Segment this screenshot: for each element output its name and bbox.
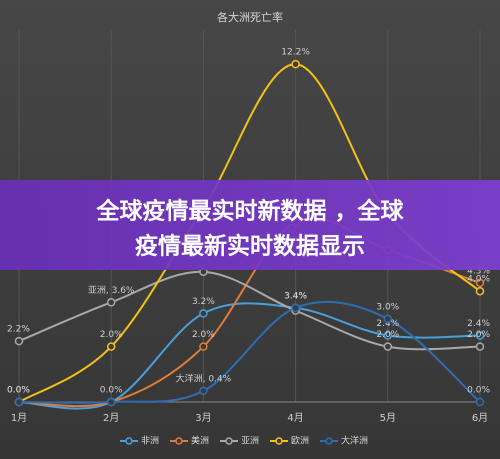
point [14,336,24,346]
point [199,309,208,318]
data-label: 3.4% [284,291,307,301]
point [383,342,393,351]
point [383,331,393,340]
data-label: 4.3% [467,266,490,276]
point [475,331,485,340]
point [106,397,116,407]
data-label: 3.2% [192,297,215,307]
legend-swatch [225,437,233,445]
series-line [18,270,481,351]
banner-line: 全球疫情最实时新数据 ，全球 [95,198,404,225]
data-label: 2.0% [467,330,490,340]
banner-line: 疫情最新实时数据显示 [135,233,365,260]
data-label: 亚洲, 3.6% [88,285,135,296]
x-tick-label: 5月 [380,412,396,424]
legend-swatch [275,437,283,445]
legend-label: 欧洲 [291,435,309,447]
data-label: 0.0% [467,386,490,396]
legend: 非洲 美洲 亚洲 欧洲 大洋洲 [120,435,368,447]
legend-swatch [125,437,133,445]
data-label: 4.0% [467,275,490,285]
data-label: 3.0% [376,302,399,312]
legend-label: 非洲 [141,435,159,447]
data-label: 大洋洲, 0.4% [176,372,232,384]
point [106,342,116,351]
x-tick-label: 6月 [472,412,488,424]
point [199,386,208,396]
data-label: 2.2% [7,325,30,335]
data-label: 0.0% [100,386,123,396]
point [475,278,485,288]
legend-label: 美洲 [191,435,209,447]
data-label: 2.0% [376,330,399,340]
data-label: 2.0% [192,330,215,340]
legend-swatch [325,437,333,445]
chart-title: 各大洲死亡率 [217,10,283,24]
data-label: 0.0% [7,386,30,396]
point [291,303,300,313]
x-tick-label: 4月 [287,412,303,424]
banner: 全球疫情最实时新数据 ，全球 疫情最新实时数据显示 [0,180,500,270]
data-label: 3.4% [284,291,307,301]
point [199,342,208,351]
data-label: 0.0% [7,386,30,396]
x-tick-label: 2月 [103,412,119,424]
point [475,397,485,407]
point [383,314,393,324]
point [14,397,24,407]
legend-label: 亚洲 [241,436,259,447]
legend-swatch [175,437,183,445]
point [475,286,485,296]
point [291,59,300,69]
legend-label: 大洋洲 [341,435,368,447]
data-label: 2.0% [100,330,123,340]
banner-bg [0,180,500,270]
data-label: 2.4% [376,319,399,329]
data-label: 2.4% [467,319,490,329]
point [475,342,485,351]
x-tick-label: 3月 [195,412,211,424]
data-label: 12.2% [281,48,310,58]
point [106,298,116,307]
x-tick-label: 1月 [11,412,27,424]
